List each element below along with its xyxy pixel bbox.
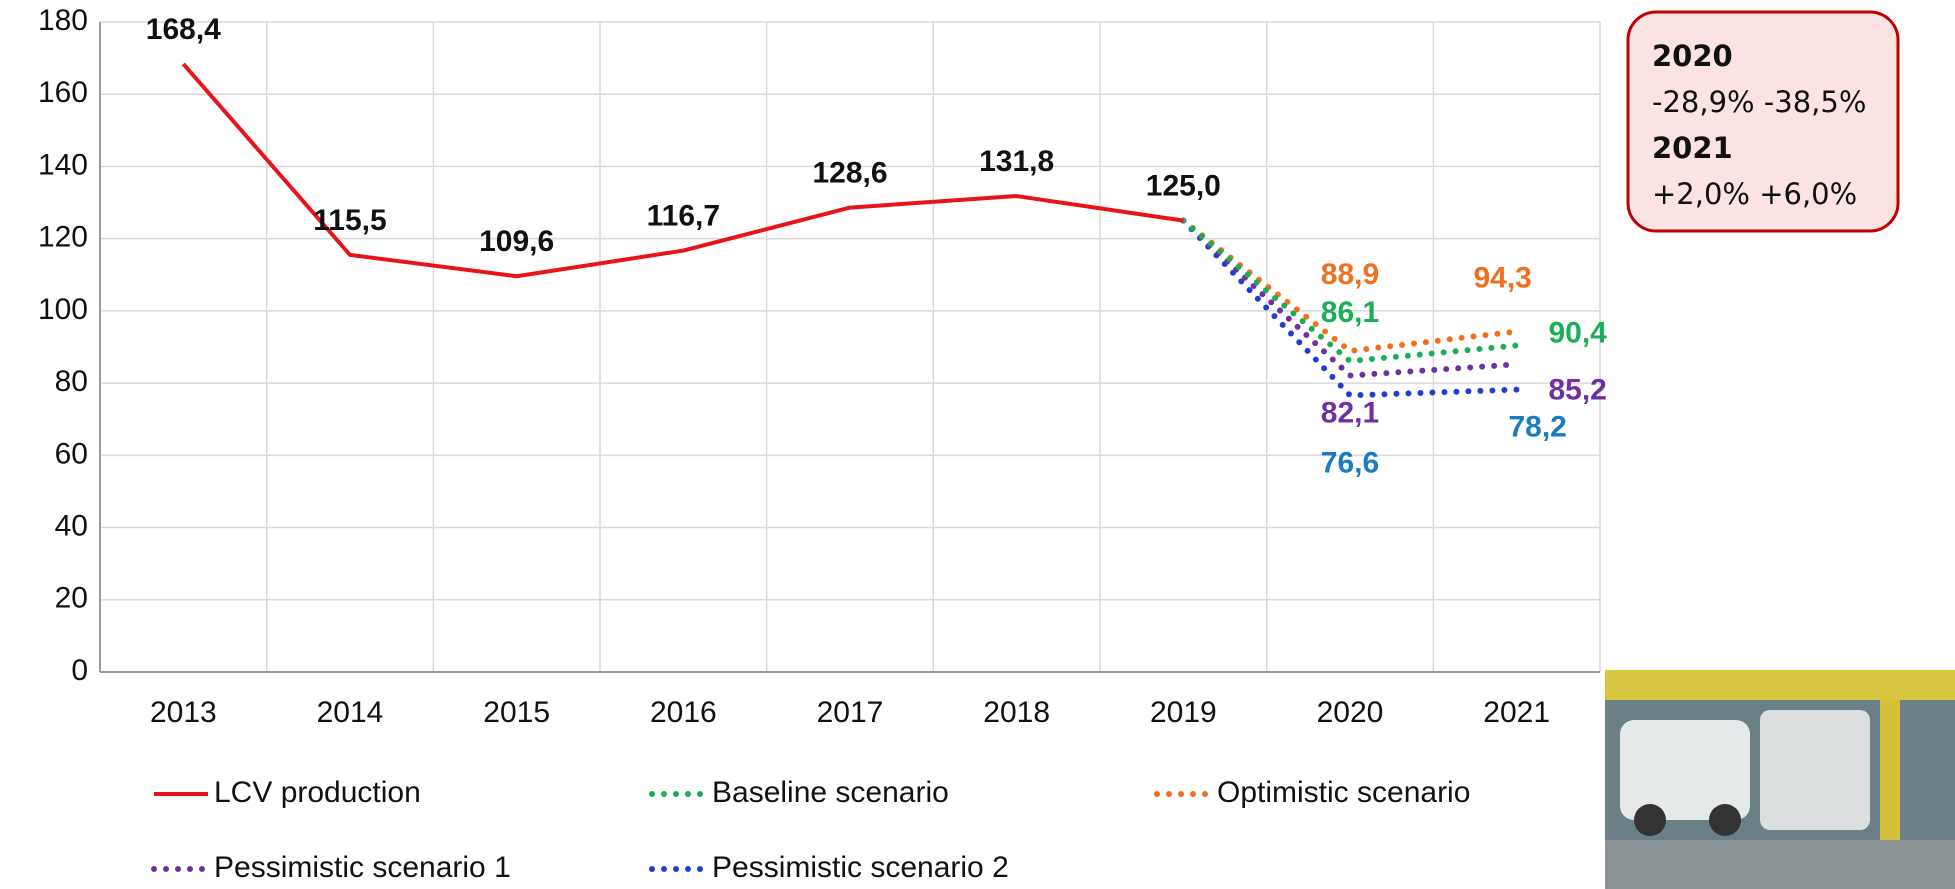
legend-label: LCV production bbox=[214, 776, 421, 809]
data-label: 76,6 bbox=[1321, 446, 1379, 479]
data-label: 90,4 bbox=[1548, 316, 1607, 349]
data-label: 168,4 bbox=[146, 13, 221, 46]
legend-label: Baseline scenario bbox=[712, 776, 949, 809]
y-tick-label: 100 bbox=[38, 293, 88, 326]
x-tick-label: 2015 bbox=[483, 696, 550, 729]
data-label: 86,1 bbox=[1321, 296, 1379, 329]
data-label: 109,6 bbox=[479, 225, 554, 258]
annotation: 2021 bbox=[1652, 131, 1733, 165]
y-tick-label: 160 bbox=[38, 76, 88, 109]
y-tick-label: 0 bbox=[71, 654, 88, 687]
data-label: 115,5 bbox=[313, 204, 386, 237]
x-tick-label: 2018 bbox=[983, 696, 1050, 729]
annotation-box bbox=[1626, 10, 1900, 233]
series-line bbox=[1180, 217, 1520, 399]
y-tick-label: 80 bbox=[55, 365, 88, 398]
annotation: +2,0% +6,0% bbox=[1652, 177, 1857, 211]
y-tick-label: 40 bbox=[55, 509, 88, 542]
data-label: 88,9 bbox=[1321, 258, 1379, 291]
data-label: 82,1 bbox=[1321, 396, 1379, 429]
x-tick-label: 2013 bbox=[150, 696, 217, 729]
x-tick-label: 2014 bbox=[317, 696, 384, 729]
legend-label: Optimistic scenario bbox=[1217, 776, 1470, 809]
annotation: 2020 bbox=[1652, 39, 1733, 73]
legend-label: Pessimistic scenario 2 bbox=[712, 851, 1009, 884]
series-line bbox=[1180, 217, 1520, 379]
y-tick-label: 120 bbox=[38, 221, 88, 254]
data-label: 125,0 bbox=[1146, 170, 1221, 203]
x-tick-label: 2020 bbox=[1317, 696, 1384, 729]
data-label: 128,6 bbox=[812, 157, 887, 190]
x-tick-label: 2019 bbox=[1150, 696, 1217, 729]
x-tick-label: 2017 bbox=[817, 696, 884, 729]
series-line bbox=[1180, 217, 1520, 365]
series-line bbox=[181, 62, 1184, 279]
y-tick-label: 140 bbox=[38, 148, 88, 181]
data-label: 94,3 bbox=[1473, 261, 1531, 294]
y-tick-label: 60 bbox=[55, 437, 88, 470]
legend-label: Pessimistic scenario 1 bbox=[214, 851, 511, 884]
x-tick-label: 2016 bbox=[650, 696, 717, 729]
factory-photo bbox=[1605, 670, 1955, 889]
y-tick-label: 20 bbox=[55, 582, 88, 615]
data-label: 78,2 bbox=[1508, 411, 1566, 444]
y-tick-label: 180 bbox=[38, 4, 88, 37]
data-label: 116,7 bbox=[647, 200, 720, 233]
x-tick-label: 2021 bbox=[1483, 696, 1550, 729]
data-label: 85,2 bbox=[1548, 373, 1606, 406]
data-label: 131,8 bbox=[979, 145, 1054, 178]
annotation: -28,9% -38,5% bbox=[1652, 85, 1866, 119]
